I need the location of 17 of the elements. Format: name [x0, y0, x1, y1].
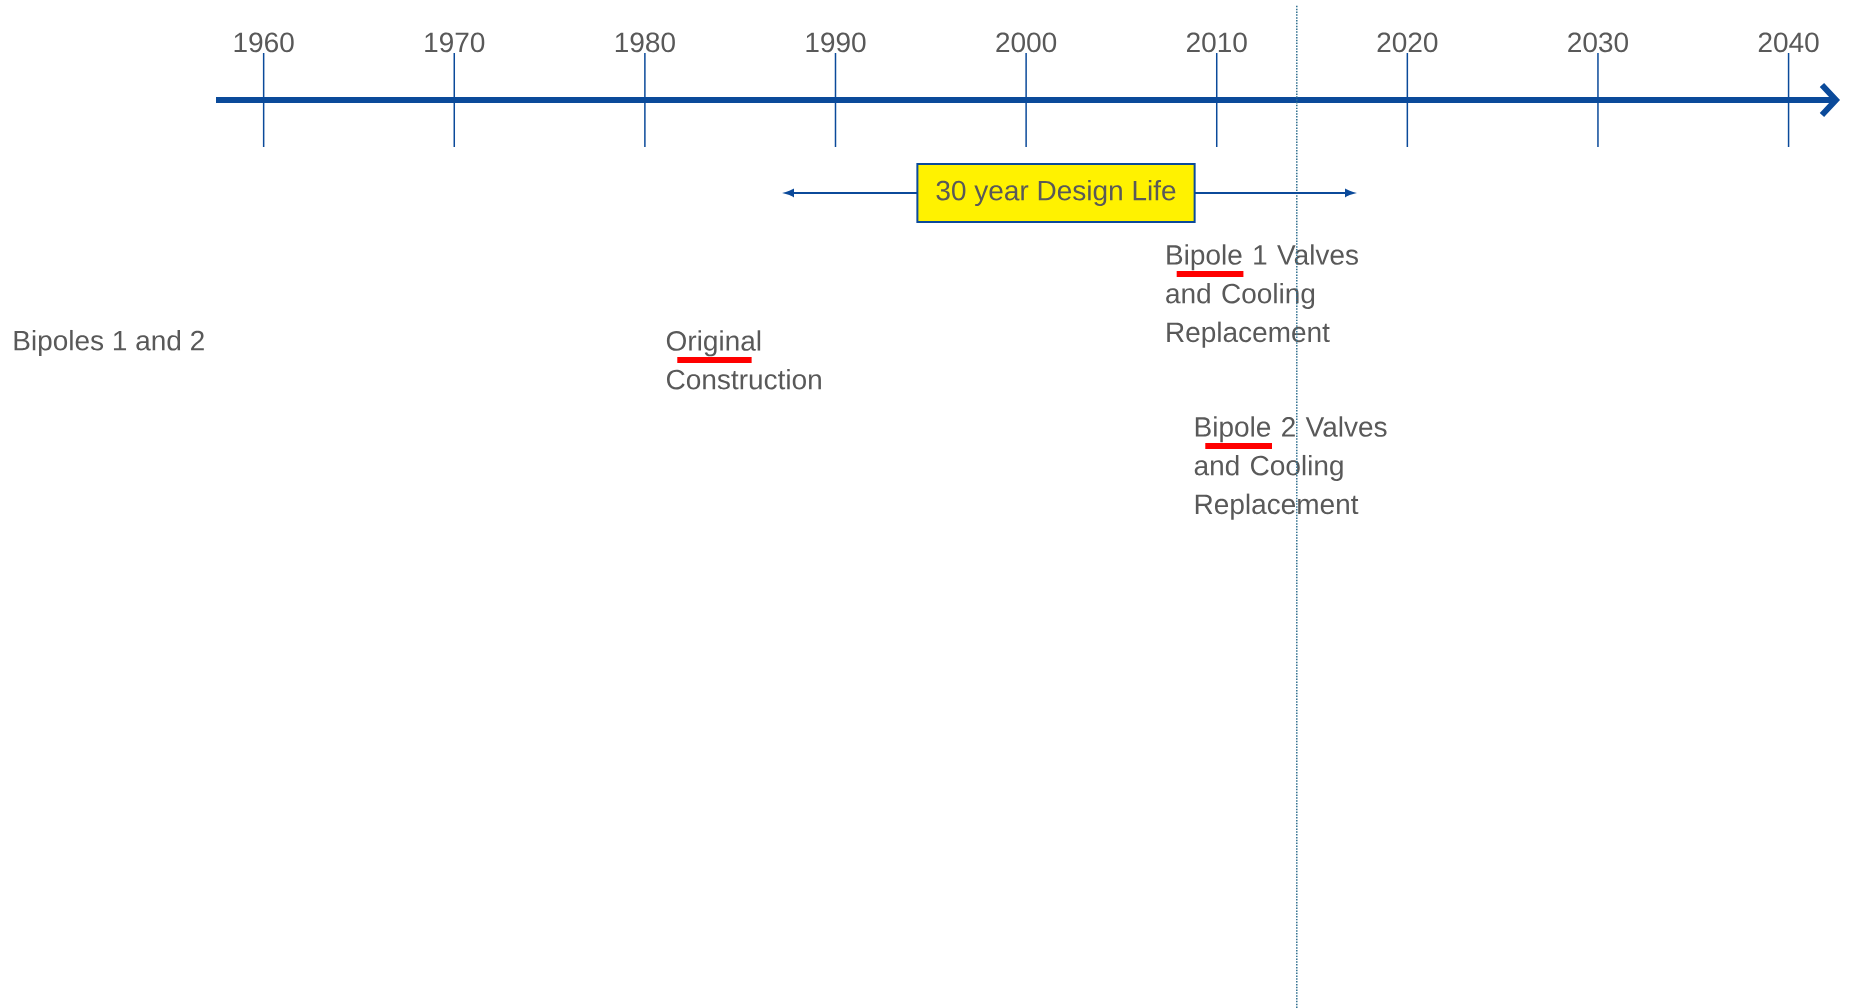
x-tick-label: 2030	[1568, 32, 1628, 53]
bar	[677, 357, 752, 364]
bar	[1205, 443, 1273, 449]
x-tick-label: 2010	[1186, 32, 1247, 53]
x-tick-label: 1970	[425, 32, 485, 53]
bar	[1176, 271, 1244, 278]
x-tick-label: 2040	[1758, 32, 1819, 53]
x-tick-label: 1990	[806, 32, 866, 53]
annotation: Bipole 1 Valves and Cooling Replacement	[1166, 244, 1358, 348]
annotation: Bipole 2 Valves and Cooling Replacement	[1194, 416, 1387, 520]
y-axis-title: Bipoles 1 and 2	[14, 329, 204, 357]
x-tick-label: 1980	[615, 32, 675, 53]
x-tick-label: 2000	[996, 32, 1057, 53]
x-tick-label: 1960	[234, 32, 294, 53]
x-tick-label: 2020	[1377, 32, 1438, 53]
text: 30 year Design Life	[936, 179, 1176, 207]
annotation: Original Construction	[666, 330, 821, 390]
